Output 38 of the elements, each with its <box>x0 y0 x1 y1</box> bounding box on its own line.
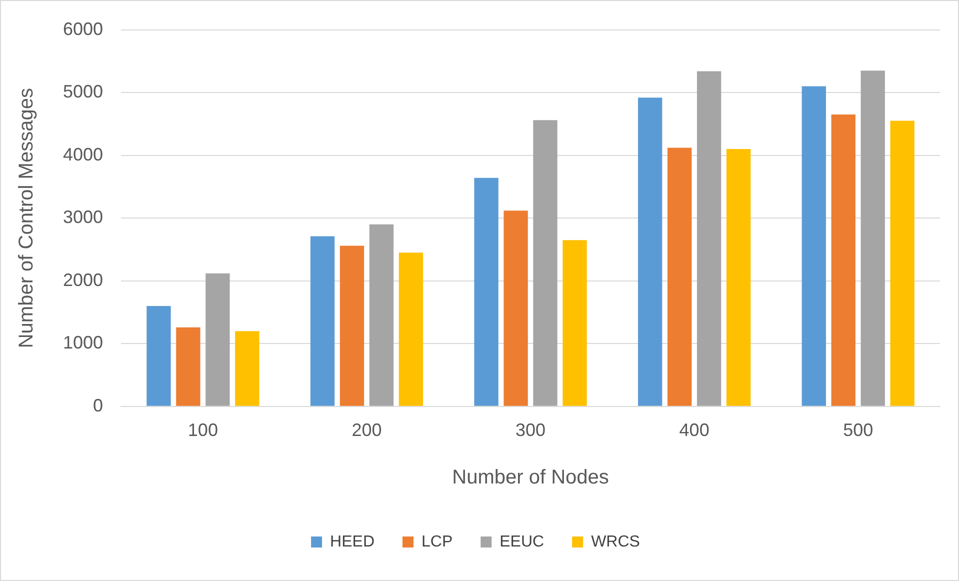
bar <box>726 149 751 406</box>
bar <box>533 120 558 406</box>
legend-label: LCP <box>421 533 453 550</box>
legend-label: HEED <box>330 533 374 550</box>
bar <box>235 331 260 406</box>
y-tick-label: 0 <box>93 395 104 416</box>
bar <box>504 210 528 406</box>
legend-label: EEUC <box>500 533 544 550</box>
bar <box>696 71 722 406</box>
bar <box>176 327 200 406</box>
bar <box>340 246 364 406</box>
y-tick-label: 3000 <box>62 207 104 228</box>
bar <box>667 148 692 406</box>
x-tick-label: 100 <box>188 420 218 440</box>
y-tick-label: 4000 <box>62 144 104 164</box>
y-tick-label: 6000 <box>62 18 104 39</box>
bar <box>474 178 498 406</box>
bar <box>398 252 424 406</box>
y-tick-label: 5000 <box>62 82 104 102</box>
y-tick-label: 2000 <box>62 270 104 290</box>
bar <box>831 114 856 406</box>
bar <box>562 240 587 406</box>
y-axis-title: Number of Control Messages <box>16 88 38 348</box>
y-tick-label: 1000 <box>62 332 104 353</box>
bar <box>369 224 394 406</box>
x-tick-label: 200 <box>352 420 382 440</box>
bar <box>146 306 171 406</box>
x-axis-title: Number of Nodes <box>452 466 609 489</box>
legend-label: WRCS <box>591 533 640 550</box>
bar <box>310 236 335 406</box>
bar <box>206 273 230 406</box>
x-tick-label: 500 <box>843 420 874 440</box>
x-tick-label: 400 <box>679 420 710 440</box>
bar <box>890 120 914 406</box>
bar <box>860 70 885 406</box>
x-tick-label: 300 <box>516 420 546 440</box>
bar <box>802 86 826 406</box>
bar <box>638 98 662 406</box>
